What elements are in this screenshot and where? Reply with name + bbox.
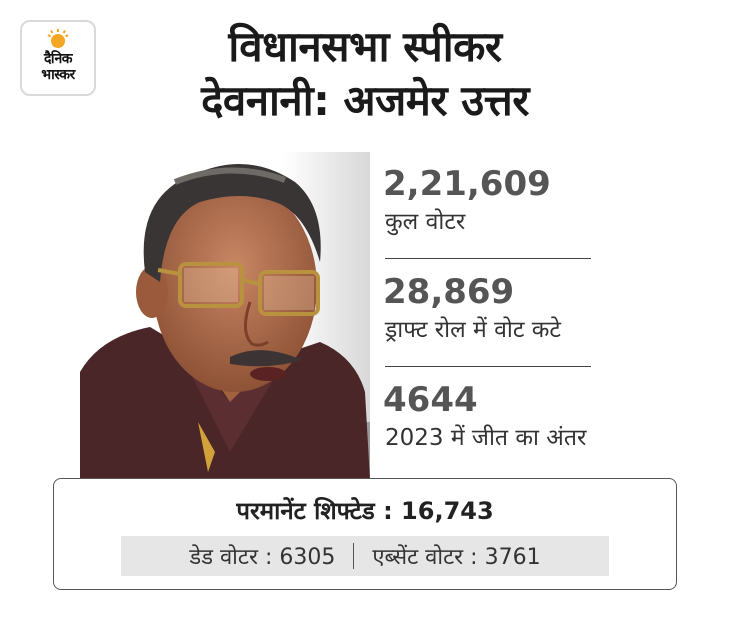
title-line-2: देवनानी: अजमेर उत्तर bbox=[201, 76, 529, 125]
stats-panel: 2,21,609 कुल वोटर 28,869 ड्राफ्ट रोल में… bbox=[383, 158, 593, 482]
stat-votes-removed: 28,869 ड्राफ्ट रोल में वोट कटे bbox=[383, 266, 593, 374]
sun-icon bbox=[47, 29, 69, 48]
logo-line-1: दैनिक bbox=[43, 51, 73, 67]
summary-strip: डेड वोटर : 6305 एब्सेंट वोटर : 3761 bbox=[121, 536, 609, 576]
separator bbox=[353, 543, 355, 569]
absent-voters-text: एब्सेंट वोटर : 3761 bbox=[372, 545, 541, 570]
page-title: विधानसभा स्पीकर देवनानी: अजमेर उत्तर bbox=[115, 20, 615, 128]
logo-line-2: भास्कर bbox=[41, 67, 75, 83]
dead-voters-text: डेड वोटर : 6305 bbox=[189, 545, 336, 570]
stat-value: 2,21,609 bbox=[383, 164, 551, 204]
title-line-1: विधानसभा स्पीकर bbox=[228, 22, 502, 71]
divider bbox=[385, 258, 591, 259]
divider bbox=[385, 366, 591, 367]
stat-value: 28,869 bbox=[383, 272, 515, 312]
stat-value: 4644 bbox=[383, 380, 478, 420]
dainik-bhaskar-logo: दैनिक भास्कर bbox=[20, 20, 96, 96]
speaker-photo bbox=[80, 152, 370, 480]
permanent-shifted-heading: परमानेंट शिफ्टेड : 16,743 bbox=[236, 497, 494, 525]
stat-win-margin: 4644 2023 में जीत का अंतर bbox=[383, 374, 593, 482]
stat-label: ड्राफ्ट रोल में वोट कटे bbox=[385, 317, 562, 343]
stat-label: 2023 में जीत का अंतर bbox=[385, 425, 587, 451]
stat-label: कुल वोटर bbox=[385, 209, 466, 235]
summary-box: परमानेंट शिफ्टेड : 16,743 डेड वोटर : 630… bbox=[53, 478, 677, 590]
stat-total-voters: 2,21,609 कुल वोटर bbox=[383, 158, 593, 266]
